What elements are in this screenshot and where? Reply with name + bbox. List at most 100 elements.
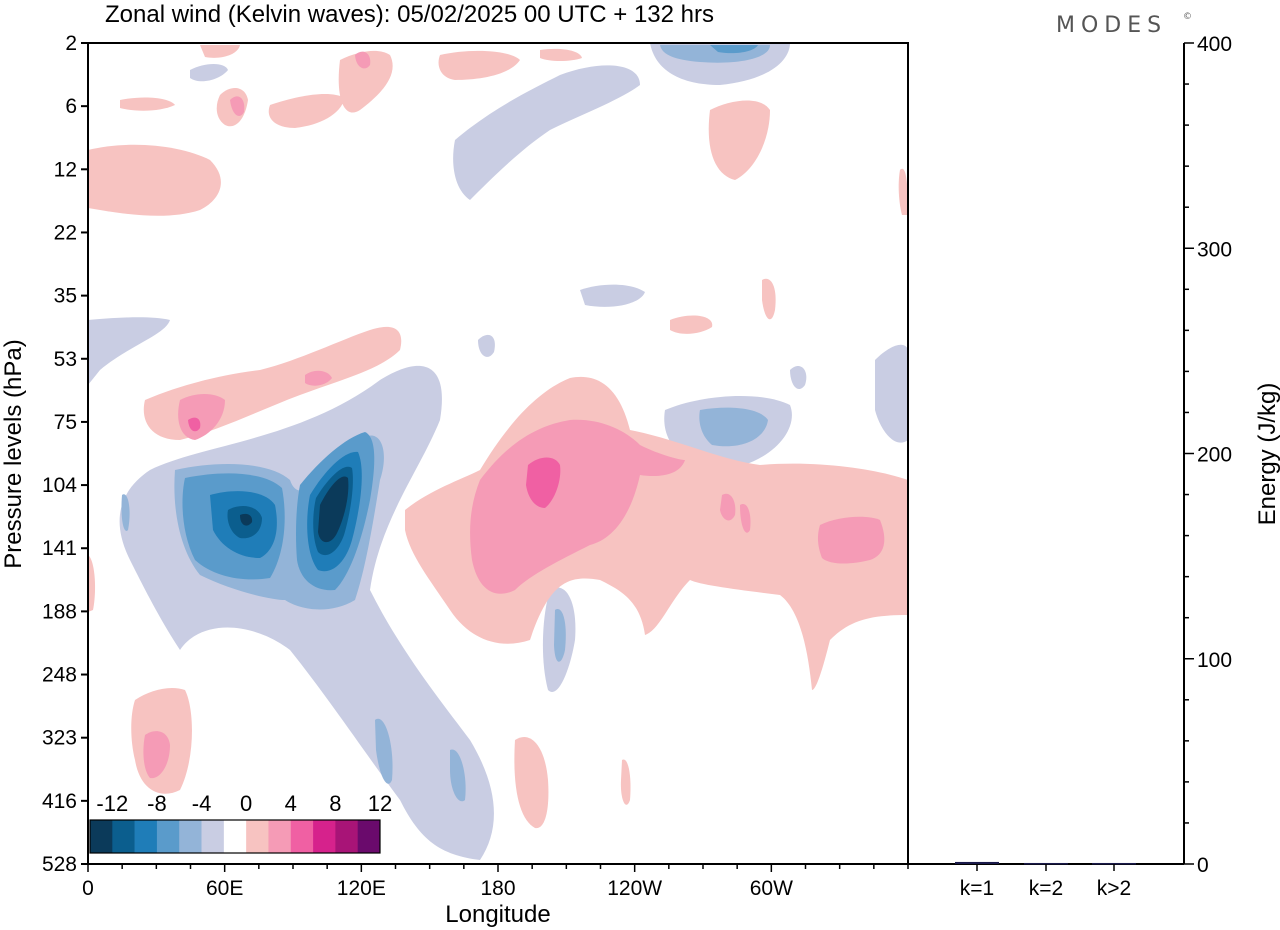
colorbar-swatch [268, 820, 292, 853]
colorbar-label: -8 [147, 791, 167, 816]
contour-positive-pink [143, 731, 170, 779]
colorbar-swatch [223, 820, 247, 853]
contour-positive-pink [817, 516, 885, 564]
contour-field [88, 43, 908, 860]
energy-axis-label: Energy (J/kg) [1254, 383, 1280, 526]
colorbar-label: 8 [329, 791, 341, 816]
contour-positive-light [120, 97, 175, 111]
contour-positive-light [708, 100, 770, 180]
y-tick-label: 75 [54, 411, 77, 434]
contour-negative-darkest [240, 513, 253, 526]
energy-panel [908, 43, 1185, 865]
colorbar-swatch [179, 820, 202, 853]
energy-tick-label: 300 [1197, 238, 1232, 261]
energy-category-label: k=1 [960, 877, 994, 900]
colorbar-swatch [156, 820, 180, 853]
colorbar-swatch [90, 820, 113, 853]
x-tick-label: 180 [480, 877, 515, 900]
energy-tick-label: 0 [1197, 854, 1209, 877]
contour-positive-light [762, 278, 776, 320]
contour-positive-pink [720, 493, 736, 521]
contour-negative-light [580, 284, 645, 307]
y-tick-label: 416 [42, 790, 77, 813]
brand-wordmark: MODES [1056, 13, 1167, 38]
y-tick-label: 141 [42, 537, 77, 560]
y-tick-label: 104 [42, 474, 77, 497]
contour-negative-light-blue [450, 749, 466, 802]
contour-negative-light [453, 65, 640, 200]
contour-negative-light [790, 365, 807, 390]
y-tick-label: 188 [42, 600, 77, 623]
colorbar-label: 12 [368, 791, 392, 816]
contour-positive-pink [178, 394, 225, 440]
energy-axis: 0 100 200 300 400 [1184, 33, 1232, 877]
colorbar-swatch [112, 820, 135, 853]
contour-negative-darkest [318, 476, 349, 543]
contour-negative-light [875, 344, 908, 443]
y-tick-label: 35 [54, 285, 77, 308]
colorbar-swatch [357, 820, 381, 853]
y-tick-label: 22 [54, 221, 77, 244]
contour-positive-light [438, 50, 520, 80]
y-tick-label: 323 [42, 727, 77, 750]
colorbar: -12 -8 -4 0 4 8 12 [89, 791, 392, 854]
energy-bar [1024, 862, 1068, 865]
y-tick-label: 12 [54, 158, 77, 181]
contour-positive-hot-pink [188, 417, 201, 432]
contour-positive-pink [305, 370, 332, 386]
contour-negative-light-blue [375, 718, 393, 784]
contour-negative-mid-blue [710, 45, 758, 54]
contour-positive-light [268, 94, 345, 128]
y-tick-label: 248 [42, 664, 77, 687]
x-tick-label: 60W [750, 877, 793, 900]
contour-positive-light [898, 168, 908, 215]
brand-copyright-mark: © [1183, 12, 1192, 22]
contour-positive-light [540, 48, 582, 61]
y-tick-label: 528 [42, 853, 77, 876]
colorbar-swatch [313, 820, 336, 853]
contour-negative-light [88, 317, 170, 385]
colorbar-label: -4 [192, 791, 212, 816]
contour-negative-light-blue [554, 609, 566, 662]
contour-positive-light [338, 50, 393, 113]
contour-positive-light [200, 45, 240, 58]
contour-negative-light [478, 334, 495, 357]
contour-positive-hot-pink [526, 457, 561, 508]
chart-title: Zonal wind (Kelvin waves): 05/02/2025 00… [105, 1, 714, 28]
contour-positive-light [88, 555, 96, 612]
contour-positive-light [514, 736, 549, 829]
colorbar-label: -12 [96, 791, 128, 816]
energy-tick-label: 200 [1197, 444, 1232, 467]
y-tick-label: 2 [65, 32, 77, 55]
energy-tick-label: 400 [1197, 33, 1232, 56]
colorbar-label: 0 [240, 791, 252, 816]
contour-positive-pink [230, 96, 245, 116]
y-tick-label: 53 [54, 348, 77, 371]
x-axis-label: Longitude [445, 901, 550, 928]
colorbar-swatch [246, 820, 269, 853]
colorbar-swatch [290, 820, 314, 853]
contour-positive-pink [740, 504, 751, 533]
energy-bars: k=1 k=2 k>2 [955, 861, 1136, 900]
contour-negative-light-blue [121, 494, 130, 531]
y-tick-label: 6 [65, 95, 77, 118]
colorbar-swatch [201, 820, 225, 853]
contour-positive-light [670, 315, 713, 334]
energy-tick-label: 100 [1197, 649, 1232, 672]
contour-negative-light [190, 64, 228, 82]
colorbar-swatch [335, 820, 358, 853]
modes-logo: MODES © [1056, 12, 1192, 38]
energy-category-label: k=2 [1029, 877, 1063, 900]
x-tick-label: 0 [82, 877, 94, 900]
colorbar-swatch [134, 820, 158, 853]
energy-category-label: k>2 [1097, 877, 1131, 900]
longitude-axis: 0 60E 120E 180 120W 60W [82, 864, 909, 900]
contour-negative-light-blue [699, 407, 768, 447]
contour-positive-pink [470, 419, 685, 594]
colorbar-border [89, 819, 381, 854]
contour-positive-pink [355, 51, 371, 69]
x-tick-label: 120W [607, 877, 662, 900]
energy-bar [1092, 862, 1136, 865]
colorbar-label: 4 [285, 791, 297, 816]
